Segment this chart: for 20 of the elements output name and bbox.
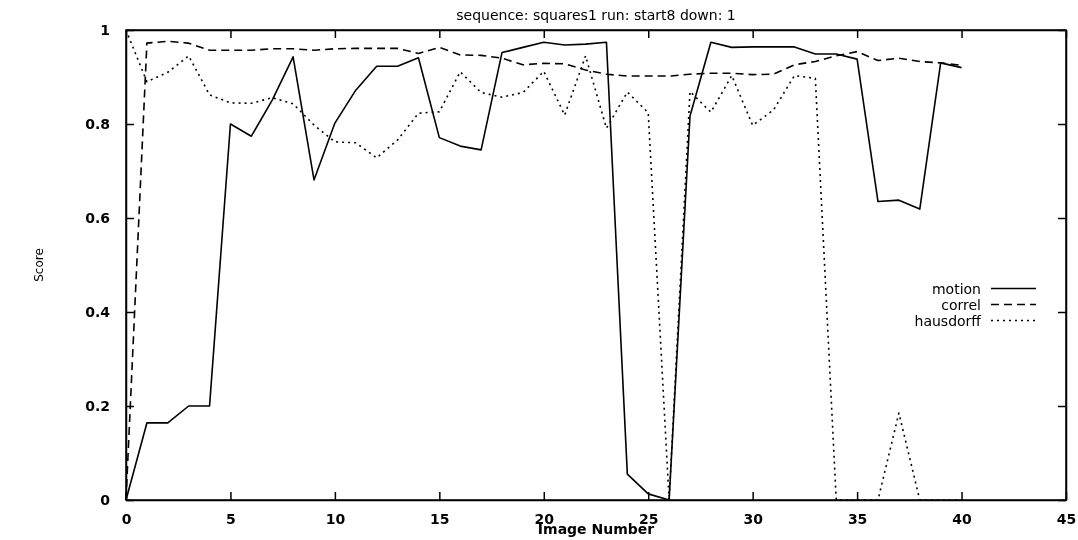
y-tick-label: 0.4 bbox=[85, 303, 111, 320]
x-tick-label: 35 bbox=[847, 510, 868, 527]
y-axis-title: Score bbox=[32, 248, 46, 282]
y-tick-label: 0 bbox=[100, 491, 111, 508]
x-tick-label: 5 bbox=[226, 510, 236, 527]
legend-label: hausdorff bbox=[914, 312, 982, 329]
legend-label: correl bbox=[941, 296, 981, 313]
x-tick-label: 10 bbox=[325, 510, 346, 527]
x-tick-label: 25 bbox=[638, 510, 659, 527]
x-tick-label: 40 bbox=[952, 510, 973, 527]
x-tick-label: 45 bbox=[1056, 510, 1077, 527]
x-tick-label: 30 bbox=[743, 510, 764, 527]
chart-title: sequence: squares1 run: start8 down: 1 bbox=[456, 7, 736, 23]
y-tick-label: 0.2 bbox=[85, 397, 110, 414]
x-tick-label: 0 bbox=[121, 510, 132, 527]
y-tick-label: 0.6 bbox=[85, 209, 110, 226]
x-tick-label: 15 bbox=[430, 510, 450, 527]
legend-label: motion bbox=[931, 280, 981, 297]
y-tick-label: 1 bbox=[100, 21, 110, 38]
y-tick-label: 0.8 bbox=[85, 115, 110, 132]
